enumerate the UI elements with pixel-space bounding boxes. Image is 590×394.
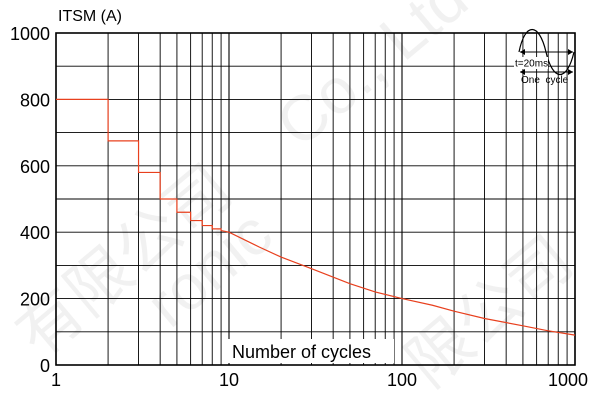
y-tick-label: 800 (20, 90, 50, 110)
itsm-series-line (56, 98, 576, 336)
x-axis-label-bg (228, 339, 394, 363)
x-tick-label: 1000 (548, 370, 588, 390)
inset-cycle-arrowhead-right (568, 69, 573, 75)
watermark-text: Co., Ltd (263, 0, 481, 161)
y-tick-label: 400 (20, 223, 50, 243)
plot-frame (55, 32, 576, 366)
inset-period-label: t=20ms (515, 59, 548, 70)
inset-cycle-label: One cycle (521, 75, 569, 86)
x-axis-label: Number of cycles (232, 342, 371, 362)
x-tick-label: 10 (219, 370, 239, 390)
y-tick-labels: 0 200 400 600 800 1000 (10, 24, 50, 376)
x-tick-labels: 1 10 100 1000 (51, 370, 588, 390)
y-tick-label: 600 (20, 157, 50, 177)
y-tick-label: 0 (40, 356, 50, 376)
y-tick-label: 200 (20, 290, 50, 310)
y-axis-label: ITSM (A) (58, 8, 122, 25)
watermark-text: 限公司 (393, 222, 586, 394)
y-tick-label: 1000 (10, 24, 50, 44)
one-cycle-inset: t=20ms One cycle (514, 29, 575, 86)
x-tick-label: 1 (51, 370, 61, 390)
inset-period-label-bg (514, 57, 548, 69)
inset-arrowhead-right (568, 49, 573, 55)
inset-cycle-arrowhead-left (520, 69, 525, 75)
x-tick-label: 100 (387, 370, 417, 390)
inset-arrowhead-left (520, 49, 525, 55)
